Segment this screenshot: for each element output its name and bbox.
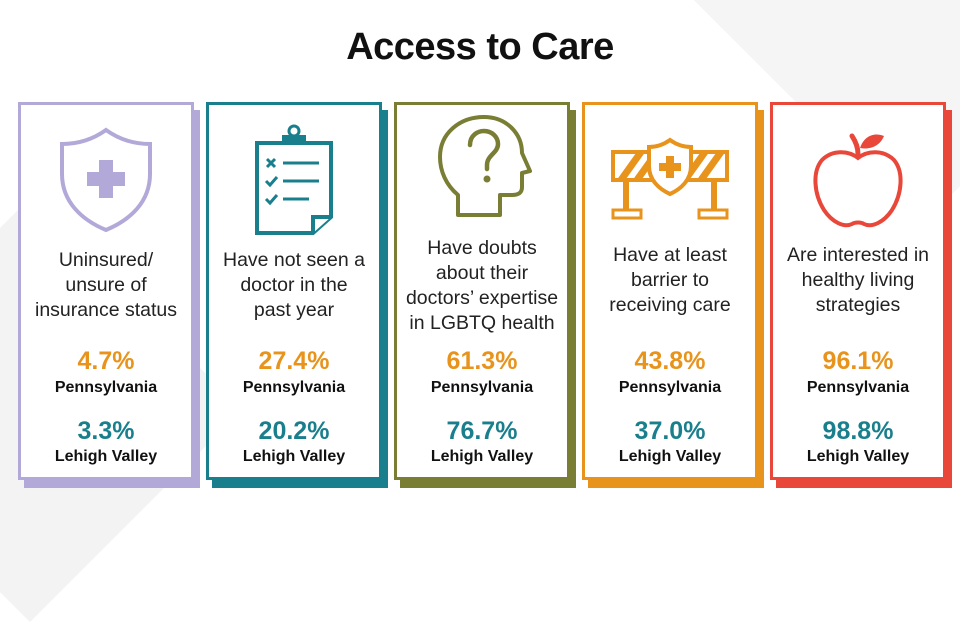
- card-healthy-living: Are interested in healthy living strateg…: [770, 102, 946, 480]
- lehigh-valley-value: 20.2%: [258, 417, 330, 445]
- card-label-line: doctor in the: [240, 274, 348, 296]
- shield-plus-icon: [21, 123, 191, 235]
- head-question-icon: [397, 111, 567, 223]
- barrier-shield-icon: [585, 123, 755, 235]
- pennsylvania-label: Pennsylvania: [430, 379, 534, 396]
- pennsylvania-value: 61.3%: [446, 347, 518, 375]
- lehigh-valley-label: Lehigh Valley: [54, 448, 158, 465]
- card-label-line: insurance status: [35, 299, 177, 321]
- pennsylvania-label: Pennsylvania: [54, 379, 158, 396]
- lehigh-valley-label: Lehigh Valley: [430, 448, 534, 465]
- card-label-line: Uninsured/: [58, 249, 154, 271]
- card-label-line: Have doubts: [427, 237, 537, 259]
- card-lgbtq-doubts: Have doubts about their doctors’ experti…: [394, 102, 570, 480]
- lehigh-valley-label: Lehigh Valley: [242, 448, 346, 465]
- lehigh-valley-label: Lehigh Valley: [618, 448, 722, 465]
- card-care-barrier: Have at least barrier to receiving care …: [582, 102, 758, 480]
- card-uninsured: Uninsured/ unsure of insurance status 4.…: [18, 102, 194, 480]
- lehigh-valley-value: 98.8%: [822, 417, 894, 445]
- card-label-line: healthy living: [801, 269, 915, 291]
- card-label-line: strategies: [815, 294, 901, 316]
- card-no-doctor-visit: Have not seen a doctor in the past year …: [206, 102, 382, 480]
- pennsylvania-label: Pennsylvania: [806, 379, 910, 396]
- card-label-line: Are interested in: [787, 244, 929, 266]
- pennsylvania-value: 43.8%: [634, 347, 706, 375]
- card-label-line: Have at least: [613, 244, 727, 266]
- apple-icon: [773, 123, 943, 235]
- pennsylvania-label: Pennsylvania: [618, 379, 722, 396]
- card-label-line: past year: [253, 299, 335, 321]
- lehigh-valley-value: 76.7%: [446, 417, 518, 445]
- pennsylvania-value: 96.1%: [822, 347, 894, 375]
- page-title: Access to Care: [346, 26, 614, 68]
- lehigh-valley-value: 37.0%: [634, 417, 706, 445]
- clipboard-checklist-icon: [209, 123, 379, 235]
- lehigh-valley-label: Lehigh Valley: [806, 448, 910, 465]
- card-label-line: receiving care: [609, 294, 731, 316]
- card-label-line: barrier to: [630, 269, 710, 291]
- card-label-line: in LGBTQ health: [409, 312, 555, 334]
- card-label-line: doctors’ expertise: [405, 287, 559, 309]
- pennsylvania-label: Pennsylvania: [242, 379, 346, 396]
- lehigh-valley-value: 3.3%: [77, 417, 135, 445]
- card-label-line: unsure of: [65, 274, 147, 296]
- card-label-line: about their: [435, 262, 529, 284]
- pennsylvania-value: 4.7%: [77, 347, 135, 375]
- pennsylvania-value: 27.4%: [258, 347, 330, 375]
- card-label-line: Have not seen a: [222, 249, 365, 271]
